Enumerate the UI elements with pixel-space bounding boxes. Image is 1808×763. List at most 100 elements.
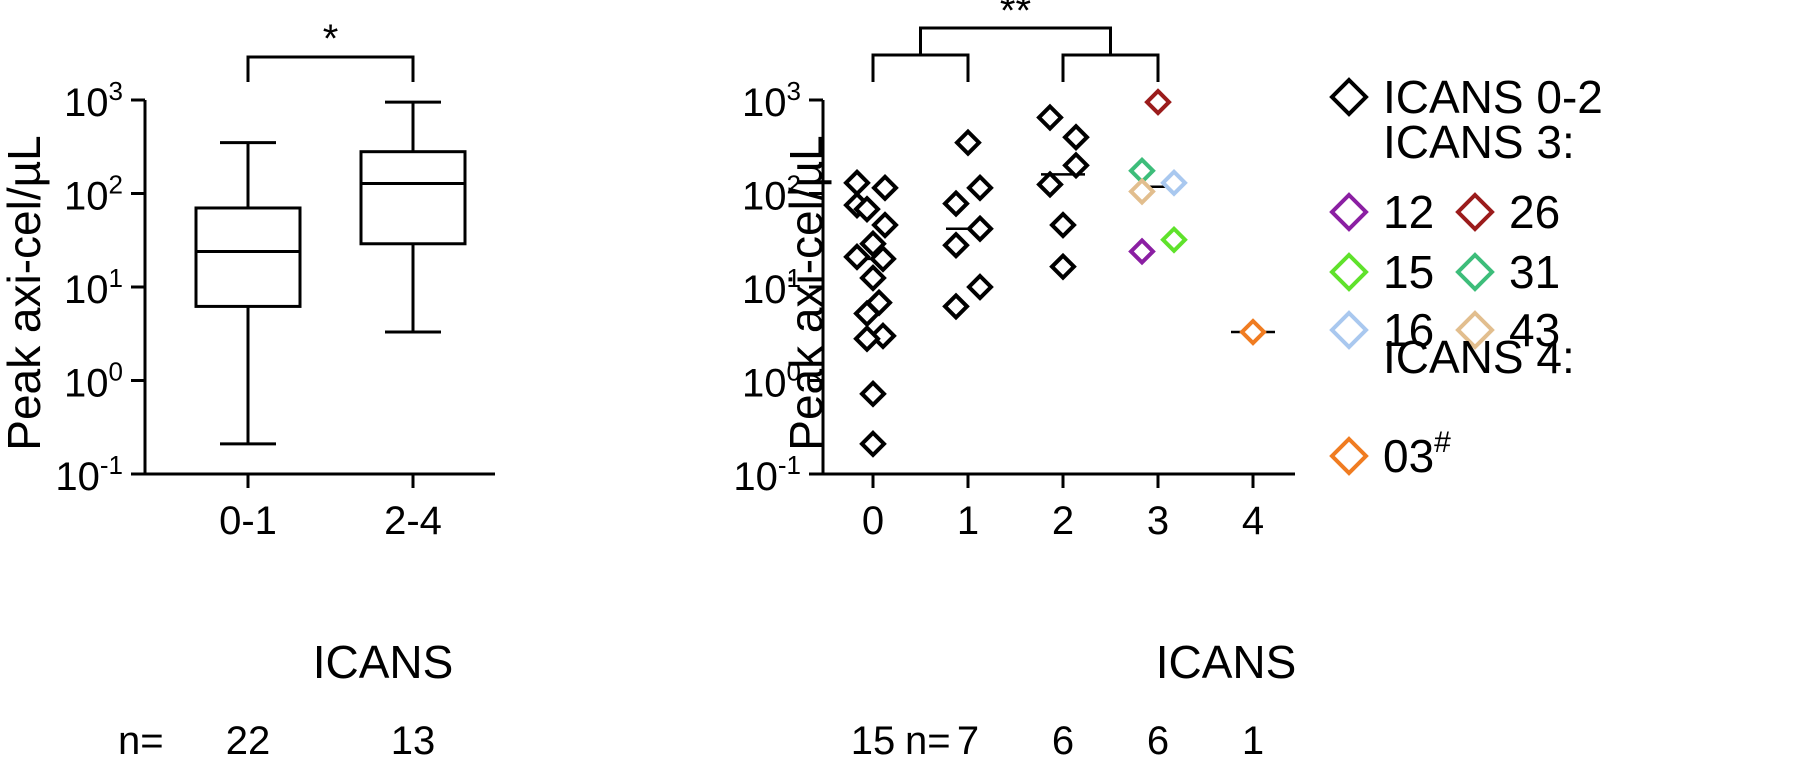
y-tick-label: 10-1 [733,450,801,499]
data-point [853,299,881,328]
n-value: 6 [1052,719,1074,763]
legend-marker [1455,252,1495,292]
data-point [853,324,881,353]
data-point [869,245,897,273]
y-tick-label: 101 [742,263,801,312]
right-significance: ** [871,0,1160,82]
y-tick-label: 102 [64,170,123,219]
data-point [1128,237,1156,266]
y-tick-label: 100 [64,357,123,406]
right-n-prefix: n= [905,719,951,763]
legend-marker [1329,310,1369,350]
legend-label: 12 [1383,186,1434,238]
box [194,206,302,308]
significance-label: ** [1000,0,1031,33]
left-significance: * [246,17,415,82]
right-y-axis: 10-1 100 101 102 103 [733,76,825,499]
data-point [859,430,887,458]
data-point [859,380,887,408]
right-n-values: 15 7 6 6 1 [851,719,1264,763]
data-point [942,189,970,218]
legend-header: ICANS 3: [1383,116,1575,168]
y-tick-label: 103 [64,76,123,125]
n-value: 6 [1147,719,1169,763]
data-point [871,211,899,239]
data-point [871,173,899,202]
legend-marker [1329,77,1369,117]
data-point [942,292,970,321]
data-point [1144,88,1172,116]
y-tick-label: 10-1 [55,450,123,499]
right-x-axis-title: ICANS [1156,636,1297,688]
right-x-axis: 0 1 2 3 4 [823,472,1295,543]
legend-marker [1329,252,1369,292]
data-point [966,273,994,301]
x-tick-label: 1 [957,499,979,543]
n-value: 13 [391,719,436,763]
data-point [853,195,881,223]
data-point [1128,177,1156,206]
legend-marker [1329,192,1369,232]
data-point [859,264,887,292]
n-value: 22 [226,719,271,763]
legend-label: 16 [1383,304,1434,356]
legend-marker [1455,310,1495,350]
legend-marker [1455,192,1495,232]
y-tick-label: 102 [742,170,801,219]
panel-right-scatter-plot: 10-1 100 101 102 103 0 1 2 3 4 ** Peak axi-cel/µ… [733,0,1296,763]
data-point [966,173,994,202]
left-n-prefix: n= [118,719,164,763]
left-y-axis-title: Peak axi-cel/µL [0,135,50,450]
right-y-axis-title: Peak axi-cel/µL [780,135,832,450]
legend-label: 03# [1383,426,1451,482]
box [359,150,467,246]
x-tick-label: 3 [1147,499,1169,543]
significance-bracket-outer [919,26,1112,55]
data-point [1062,123,1090,152]
data-point [1049,211,1077,239]
panel-left-box-plot: 10-1 100 101 102 103 0-1 2-4 * Peak axi-cel/µ… [0,17,495,763]
data-point [1239,318,1267,346]
data-point [1049,252,1077,281]
data-point [942,231,970,260]
n-value: 7 [957,719,979,763]
data-point [1036,170,1064,199]
right-points [843,88,1267,458]
x-tick-label: 4 [1242,499,1264,543]
n-value: 15 [851,719,896,763]
data-point [1036,103,1064,132]
legend-label: 31 [1509,246,1560,298]
x-tick-label: 0-1 [219,499,277,543]
data-point [1062,151,1090,180]
left-n-values: 22 13 [226,719,436,763]
data-point [843,243,871,271]
left-x-axis: 0-1 2-4 [145,472,495,543]
x-tick-label: 2 [1052,499,1074,543]
legend-label: ICANS 0-2 [1383,71,1603,123]
legend-label: 15 [1383,246,1434,298]
n-value: 1 [1242,719,1264,763]
x-tick-label: 2-4 [384,499,442,543]
legend-header: ICANS 4: [1383,331,1575,383]
data-point [843,169,871,197]
left-boxes [194,100,467,446]
y-tick-label: 100 [742,357,801,406]
significance-bracket-0-1 [871,53,970,82]
left-x-axis-title: ICANS [313,636,454,688]
legend-label: 26 [1509,186,1560,238]
left-y-axis: 10-1 100 101 102 103 [55,76,147,499]
y-tick-label: 103 [742,76,801,125]
data-point [859,229,887,258]
legend-marker [1329,436,1369,476]
x-tick-label: 0 [862,499,884,543]
significance-bracket [246,55,415,82]
data-point [1160,169,1188,197]
data-point [966,214,994,243]
data-point [1160,225,1188,254]
y-tick-label: 101 [64,263,123,312]
legend-label: 43 [1509,304,1560,356]
data-point [954,128,982,157]
significance-bracket-2-3 [1061,53,1160,82]
